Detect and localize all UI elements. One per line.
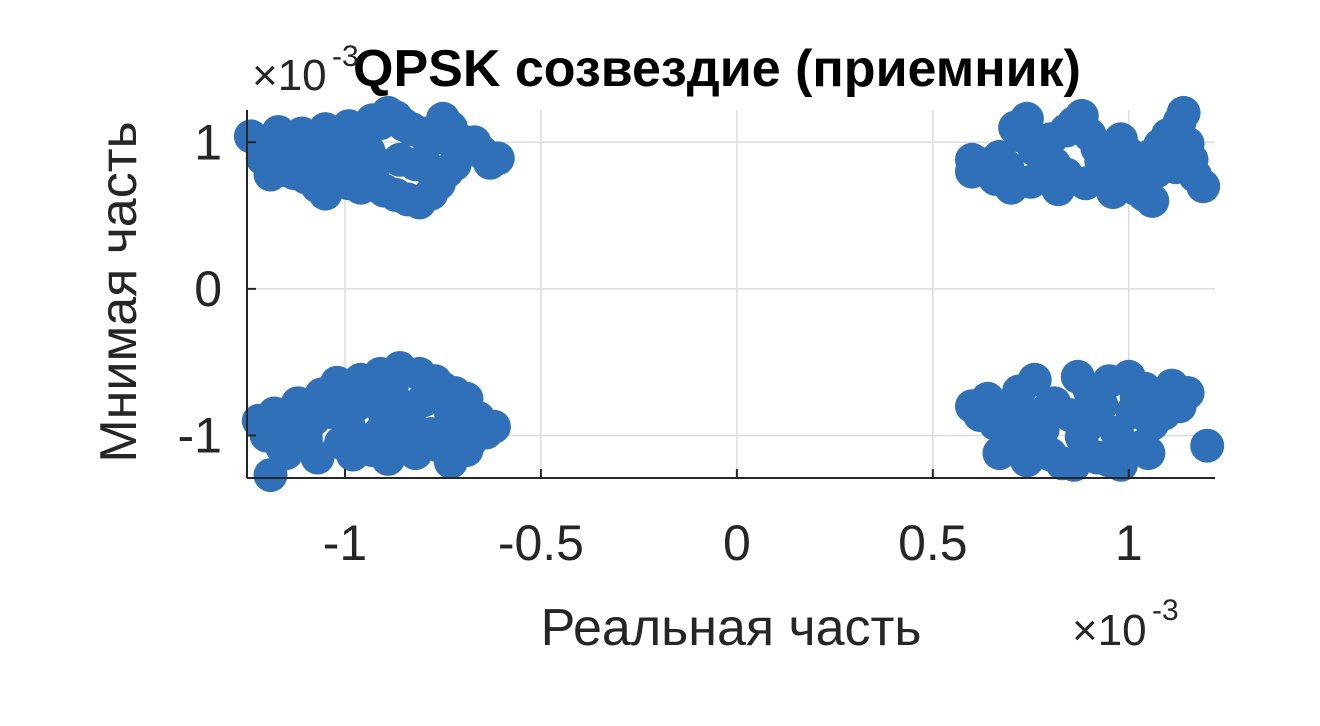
- x-exponent-label: ×10 -3: [1072, 594, 1179, 655]
- data-point: [1190, 428, 1225, 463]
- data-point: [382, 387, 417, 422]
- x-tick-label: -1: [323, 515, 367, 571]
- chart-title: QPSK созвездие (приемник): [353, 40, 1081, 98]
- data-point: [1009, 101, 1044, 136]
- y-tick-label: -1: [178, 407, 222, 463]
- data-point: [1029, 393, 1064, 428]
- data-point: [335, 437, 370, 472]
- data-point: [410, 150, 445, 185]
- data-point: [1068, 166, 1103, 201]
- y-axis-label: Мнимая часть: [90, 121, 148, 462]
- data-point: [1170, 376, 1205, 410]
- data-points: [233, 95, 1225, 493]
- x-exponent-base: ×10: [1072, 606, 1147, 655]
- data-point: [437, 147, 472, 182]
- data-point: [1135, 183, 1170, 218]
- data-point: [1056, 447, 1091, 482]
- data-point: [1017, 362, 1052, 397]
- data-point: [982, 436, 1017, 471]
- x-tick-label: -0.5: [498, 515, 584, 571]
- data-point: [437, 376, 472, 410]
- x-axis-label: Реальная часть: [541, 599, 922, 657]
- data-point: [300, 440, 335, 475]
- data-point: [288, 414, 323, 449]
- data-point: [476, 409, 511, 444]
- data-point: [1072, 406, 1107, 441]
- y-exponent-base: ×10: [252, 51, 327, 100]
- data-point: [480, 141, 515, 176]
- data-point: [1009, 443, 1044, 478]
- data-point: [1092, 443, 1127, 478]
- x-tick-label: 0: [723, 515, 751, 571]
- x-exponent-power: -3: [1152, 594, 1179, 627]
- x-axis-ticks: -1 -0.5 0 0.5 1: [323, 469, 1143, 571]
- data-point: [1131, 436, 1166, 471]
- y-tick-label: 0: [194, 261, 222, 317]
- data-point: [1049, 113, 1084, 148]
- x-tick-label: 1: [1115, 515, 1143, 571]
- data-point: [371, 441, 406, 476]
- y-exponent-power: -3: [332, 40, 359, 73]
- data-point: [363, 356, 398, 391]
- data-point: [398, 436, 433, 471]
- y-exponent-label: ×10 -3: [252, 40, 359, 100]
- data-point: [1186, 169, 1221, 204]
- y-tick-label: 1: [194, 114, 222, 170]
- data-point: [269, 436, 304, 471]
- data-point: [449, 433, 484, 468]
- x-tick-label: 0.5: [898, 515, 968, 571]
- y-axis-ticks: -1 0 1: [178, 114, 256, 463]
- data-point: [1166, 95, 1201, 130]
- data-point: [1013, 164, 1048, 199]
- data-point: [1119, 380, 1154, 415]
